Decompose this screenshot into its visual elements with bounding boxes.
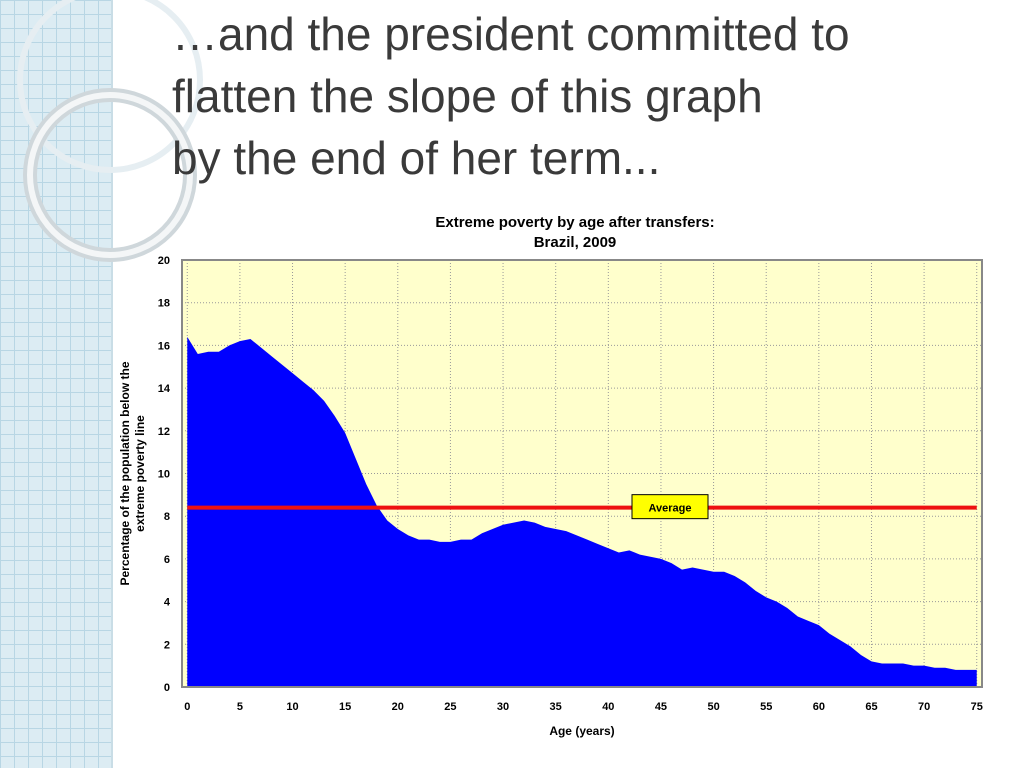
x-tick-label: 20 <box>392 701 404 713</box>
y-tick-label: 16 <box>158 340 170 352</box>
x-tick-label: 45 <box>655 701 667 713</box>
y-tick-label: 8 <box>164 511 170 523</box>
y-tick-label: 6 <box>164 554 170 566</box>
average-label: Average <box>648 503 691 515</box>
y-tick-label: 2 <box>164 639 170 651</box>
y-axis-label: extreme poverty line <box>133 415 147 532</box>
y-tick-label: 12 <box>158 426 170 438</box>
x-tick-label: 5 <box>237 701 243 713</box>
x-tick-label: 35 <box>550 701 562 713</box>
chart: Extreme poverty by age after transfers: B… <box>118 214 983 738</box>
slide-title: …and the president committed to flatten t… <box>172 8 850 184</box>
x-tick-label: 65 <box>865 701 877 713</box>
plot-border <box>181 259 983 688</box>
y-tick-label: 0 <box>164 682 170 694</box>
area <box>187 336 977 687</box>
y-tick-label: 4 <box>164 597 171 609</box>
y-tick-label: 20 <box>158 255 170 267</box>
x-tick-label: 75 <box>971 701 983 713</box>
x-tick-label: 60 <box>813 701 825 713</box>
x-tick-label: 70 <box>918 701 930 713</box>
y-tick-label: 14 <box>158 383 171 395</box>
chart-title: Extreme poverty by age after transfers: <box>435 214 714 231</box>
x-tick-label: 15 <box>339 701 351 713</box>
title-line: by the end of her term... <box>172 132 660 184</box>
title-line: flatten the slope of this graph <box>172 70 763 122</box>
y-tick-label: 18 <box>158 298 170 310</box>
x-tick-label: 25 <box>444 701 456 713</box>
average-box <box>631 494 709 520</box>
title-line: …and the president committed to <box>172 8 850 60</box>
x-tick-label: 0 <box>184 701 190 713</box>
chart-title: Brazil, 2009 <box>534 234 617 251</box>
x-axis-label: Age (years) <box>549 724 614 738</box>
y-tick-label: 10 <box>158 469 170 481</box>
y-axis-label: Percentage of the population below the <box>118 361 132 585</box>
x-tick-label: 10 <box>286 701 298 713</box>
x-tick-label: 40 <box>602 701 614 713</box>
x-tick-label: 55 <box>760 701 772 713</box>
x-tick-label: 30 <box>497 701 509 713</box>
decor <box>0 0 203 768</box>
x-tick-label: 50 <box>707 701 719 713</box>
